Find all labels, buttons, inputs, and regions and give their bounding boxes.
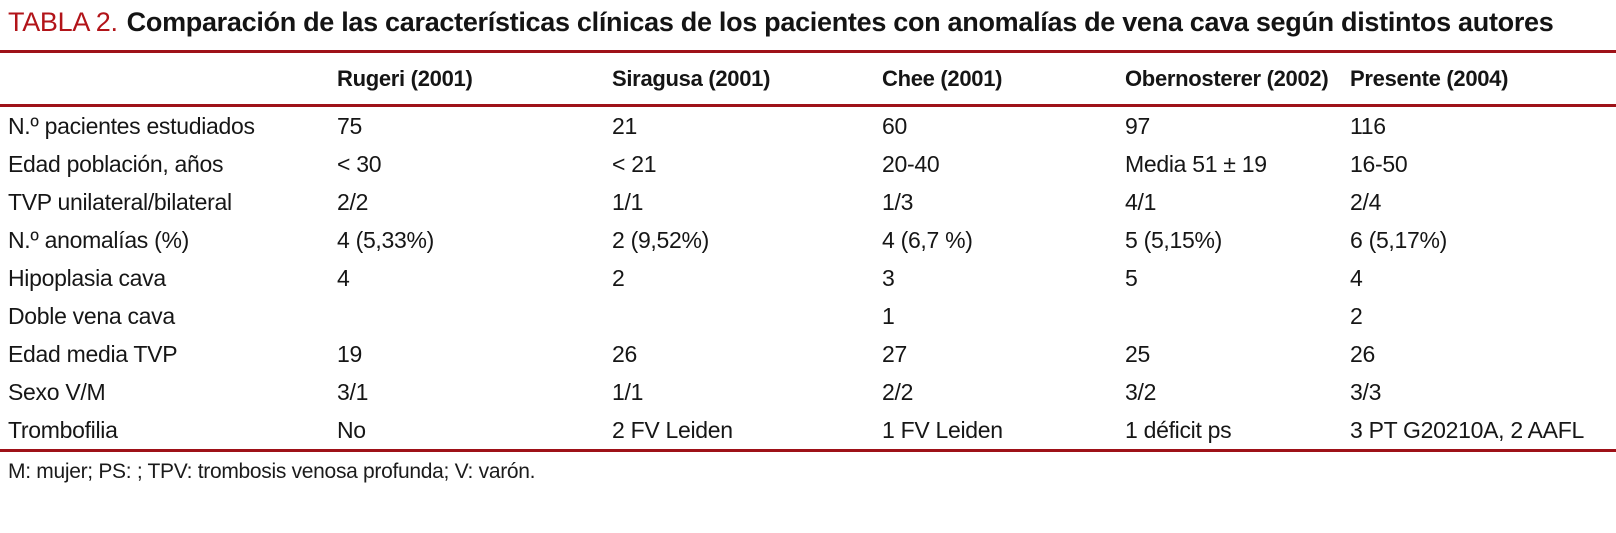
table-body: N.º pacientes estudiados 75 21 60 97 116… xyxy=(0,106,1616,451)
row-label: Sexo V/M xyxy=(8,378,106,405)
row-label: Edad media TVP xyxy=(8,340,178,367)
cell: 75 xyxy=(337,112,362,139)
table-row: Hipoplasia cava 4 2 3 5 4 xyxy=(0,259,1616,297)
cell: 16-50 xyxy=(1350,150,1408,177)
cell: 2 FV Leiden xyxy=(612,416,733,443)
table-row: Doble vena cava 1 2 xyxy=(0,297,1616,335)
column-header-presente: Presente (2004) xyxy=(1350,51,1616,107)
cell: 1 FV Leiden xyxy=(882,416,1003,443)
cell: 2/2 xyxy=(337,188,369,215)
cell: 3/3 xyxy=(1350,378,1382,405)
cell: 116 xyxy=(1350,112,1386,139)
table-footnote: M: mujer; PS: ; TPV: trombosis venosa pr… xyxy=(8,460,536,483)
column-header-rugeri: Rugeri (2001) xyxy=(337,51,612,107)
table-row: N.º anomalías (%) 4 (5,33%) 2 (9,52%) 4 … xyxy=(0,221,1616,259)
row-label: N.º anomalías (%) xyxy=(8,226,189,253)
table-row: Edad media TVP 19 26 27 25 26 xyxy=(0,335,1616,373)
cell: 19 xyxy=(337,340,362,367)
cell: 26 xyxy=(612,340,637,367)
cell: 5 (5,15%) xyxy=(1125,226,1223,253)
cell: 2 xyxy=(612,264,625,291)
row-label: Edad población, años xyxy=(8,150,224,177)
cell: 20-40 xyxy=(882,150,940,177)
row-label: TVP unilateral/bilateral xyxy=(8,188,232,215)
cell: 2/4 xyxy=(1350,188,1382,215)
cell: 4/1 xyxy=(1125,188,1157,215)
table-row: TVP unilateral/bilateral 2/2 1/1 1/3 4/1… xyxy=(0,183,1616,221)
comparison-table: Rugeri (2001) Siragusa (2001) Chee (2001… xyxy=(0,50,1616,452)
cell: 27 xyxy=(882,340,907,367)
cell xyxy=(1125,297,1350,335)
cell: 60 xyxy=(882,112,907,139)
table-row: Trombofilia No 2 FV Leiden 1 FV Leiden 1… xyxy=(0,411,1616,451)
row-label: N.º pacientes estudiados xyxy=(8,112,255,139)
cell: 1/3 xyxy=(882,188,914,215)
cell: Media 51 ± 19 xyxy=(1125,150,1267,177)
cell: 2 xyxy=(1350,302,1363,329)
cell: No xyxy=(337,416,366,443)
table-title: TABLA 2. Comparación de las característic… xyxy=(0,0,1598,41)
cell: 1/1 xyxy=(612,378,644,405)
cell: 3/2 xyxy=(1125,378,1157,405)
cell: 1 déficit ps xyxy=(1125,416,1232,443)
column-header-obernosterer: Obernosterer (2002) xyxy=(1125,51,1350,107)
cell: 25 xyxy=(1125,340,1150,367)
header-row: Rugeri (2001) Siragusa (2001) Chee (2001… xyxy=(0,51,1616,107)
cell: < 21 xyxy=(612,150,657,177)
cell: 3 xyxy=(882,264,895,291)
cell: 1 xyxy=(882,302,895,329)
cell: 26 xyxy=(1350,340,1375,367)
cell: < 30 xyxy=(337,150,382,177)
cell: 4 xyxy=(337,264,350,291)
row-label: Doble vena cava xyxy=(8,302,175,329)
column-header-chee: Chee (2001) xyxy=(882,51,1125,107)
table-row: N.º pacientes estudiados 75 21 60 97 116 xyxy=(0,106,1616,146)
row-label: Trombofilia xyxy=(8,416,118,443)
cell xyxy=(612,297,882,335)
row-label: Hipoplasia cava xyxy=(8,264,166,291)
cell: 4 (5,33%) xyxy=(337,226,435,253)
cell: 4 (6,7 %) xyxy=(882,226,973,253)
cell: 2/2 xyxy=(882,378,914,405)
cell: 3/1 xyxy=(337,378,369,405)
cell: 21 xyxy=(612,112,637,139)
cell: 6 (5,17%) xyxy=(1350,226,1448,253)
cell: 1/1 xyxy=(612,188,644,215)
cell: 2 (9,52%) xyxy=(612,226,710,253)
cell: 97 xyxy=(1125,112,1150,139)
table-number: TABLA 2. xyxy=(8,7,118,37)
cell: 5 xyxy=(1125,264,1138,291)
row-label-header xyxy=(0,51,337,107)
cell: 4 xyxy=(1350,264,1363,291)
cell xyxy=(337,297,612,335)
cell: 3 PT G20210A, 2 AAFL xyxy=(1350,416,1584,443)
table-caption: Comparación de las características clíni… xyxy=(126,7,1554,37)
table-row: Edad población, años < 30 < 21 20-40 Med… xyxy=(0,145,1616,183)
table-row: Sexo V/M 3/1 1/1 2/2 3/2 3/3 xyxy=(0,373,1616,411)
column-header-siragusa: Siragusa (2001) xyxy=(612,51,882,107)
table-header: Rugeri (2001) Siragusa (2001) Chee (2001… xyxy=(0,51,1616,107)
